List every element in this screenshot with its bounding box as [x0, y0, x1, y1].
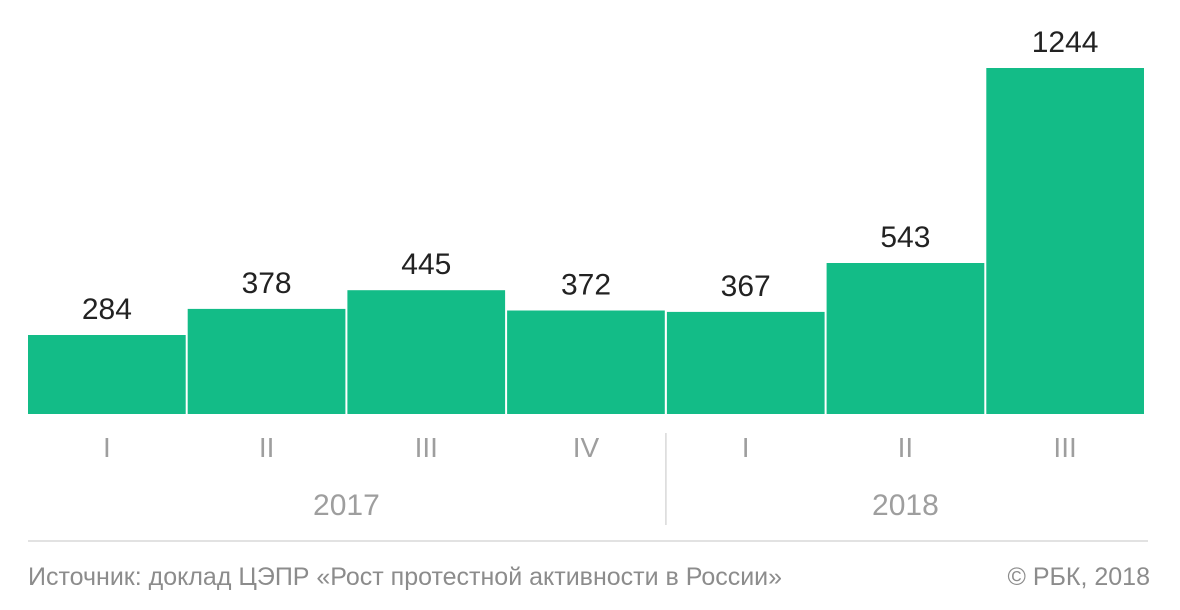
year-labels-group: 2017 2018: [313, 489, 939, 522]
copyright: © РБК, 2018: [1007, 562, 1150, 591]
category-label: III: [415, 432, 438, 463]
category-label: I: [742, 432, 750, 463]
value-label: 284: [82, 293, 132, 326]
bar: [826, 263, 985, 414]
year-label: 2018: [872, 489, 939, 522]
source-note: Источник: доклад ЦЭПР «Рост протестной а…: [28, 562, 783, 591]
value-label: 1244: [1032, 26, 1099, 59]
category-label: I: [103, 432, 111, 463]
footer: Источник: доклад ЦЭПР «Рост протестной а…: [28, 561, 1150, 593]
category-label: II: [898, 432, 914, 463]
bar: [986, 68, 1144, 414]
value-label: 378: [242, 267, 292, 300]
bar: [666, 311, 825, 414]
category-label: IV: [573, 432, 600, 463]
bar: [507, 310, 665, 414]
category-label: II: [259, 432, 275, 463]
year-label: 2017: [313, 489, 380, 522]
value-label: 372: [561, 269, 611, 302]
bar: [187, 308, 346, 414]
bar: [28, 335, 186, 414]
bar: [347, 290, 506, 414]
value-label: 543: [880, 221, 930, 254]
value-label: 445: [401, 248, 451, 281]
category-labels-group: I II III IV I II III: [103, 432, 1077, 463]
value-labels-group: 284 378 445 372 367 543 1244: [82, 26, 1099, 326]
value-label: 367: [721, 270, 771, 303]
bars-group: [28, 68, 1144, 414]
category-label: III: [1053, 432, 1076, 463]
